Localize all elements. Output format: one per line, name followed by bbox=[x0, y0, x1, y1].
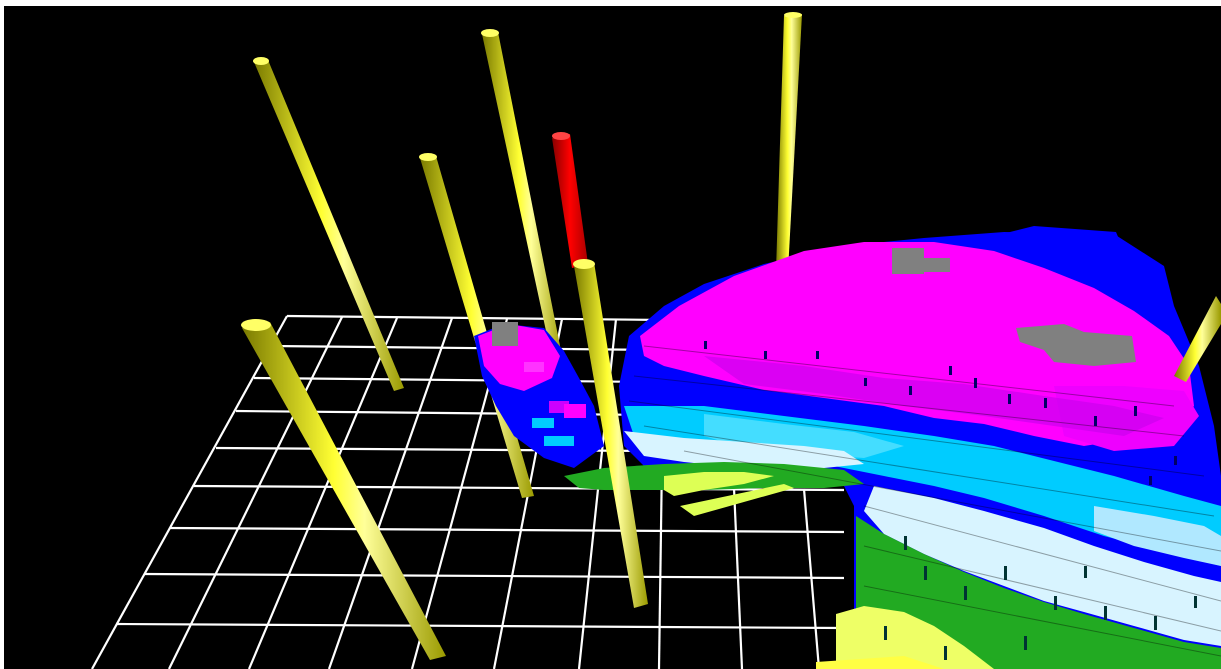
well-1[interactable] bbox=[253, 57, 404, 391]
well-5[interactable] bbox=[1174, 296, 1221, 382]
cell-edges bbox=[628, 345, 1221, 657]
reservoir-small-blob bbox=[474, 322, 604, 468]
reservoir-model bbox=[474, 226, 1221, 669]
3d-viewport[interactable] bbox=[4, 6, 1221, 669]
cell-speckles-dark bbox=[884, 536, 1197, 660]
cell-speckles bbox=[704, 341, 1177, 485]
well-selected[interactable] bbox=[552, 132, 588, 268]
well-3[interactable] bbox=[481, 29, 564, 368]
well-6[interactable] bbox=[573, 259, 648, 608]
reservoir-scene[interactable] bbox=[4, 6, 1221, 669]
well-7[interactable] bbox=[241, 319, 446, 660]
well-4[interactable] bbox=[776, 12, 802, 271]
